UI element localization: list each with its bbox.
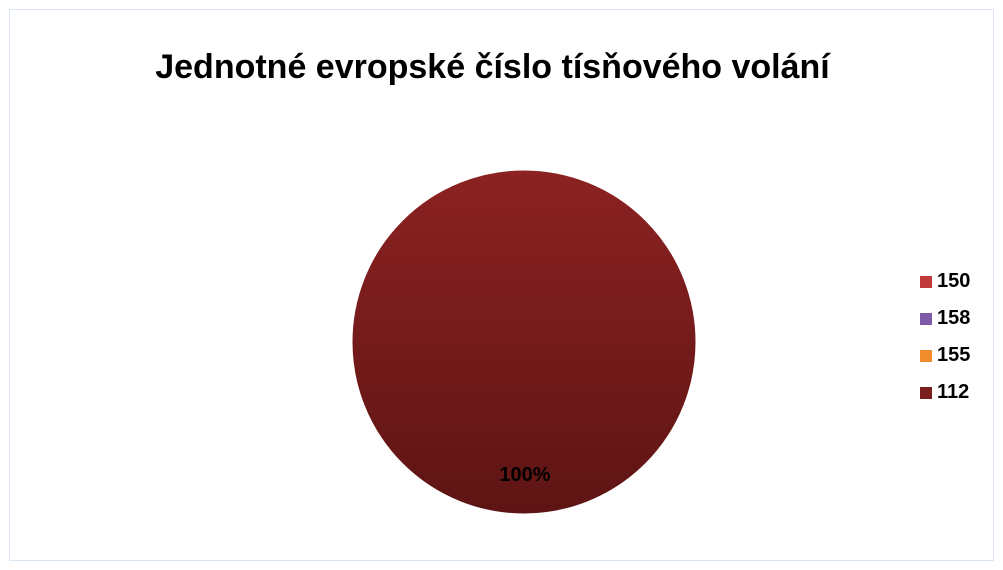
legend-label-150: 150 xyxy=(937,270,971,292)
legend-swatch-155 xyxy=(920,349,932,362)
legend-item-150: 150 xyxy=(920,263,970,300)
legend-item-155: 155 xyxy=(920,337,970,374)
legend-item-112: 112 xyxy=(920,374,970,411)
chart-legend: 150 158 155 112 xyxy=(920,263,970,411)
pie-slice-112 xyxy=(351,169,697,515)
legend-swatch-158 xyxy=(920,312,932,325)
legend-swatch-150 xyxy=(920,275,932,288)
pie-slices xyxy=(351,169,697,515)
legend-label-155: 155 xyxy=(937,344,971,366)
legend-label-158: 158 xyxy=(937,307,971,329)
data-label-112: 100% xyxy=(499,464,550,486)
legend-label-112: 112 xyxy=(937,381,970,403)
chart-title: Jednotné evropské číslo tísňového volání xyxy=(155,48,830,86)
pie-labels: 100% xyxy=(499,464,550,486)
legend-item-158: 158 xyxy=(920,300,970,337)
legend-swatch-112 xyxy=(920,386,932,399)
